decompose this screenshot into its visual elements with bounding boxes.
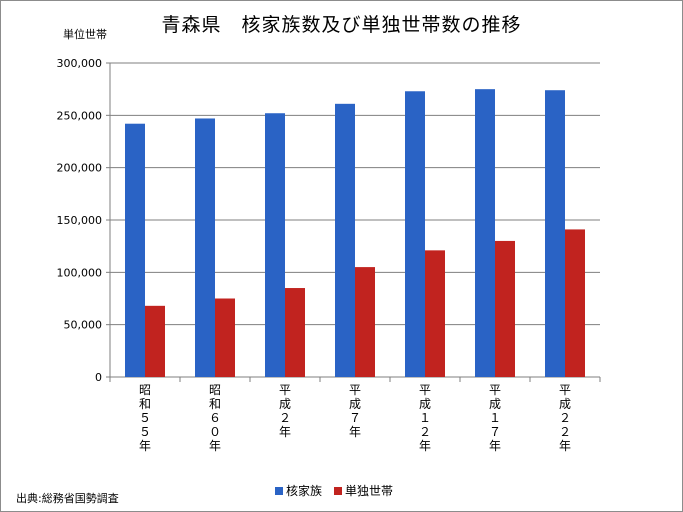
x-tick-label-char: ２ [279,411,291,425]
x-tick-label-char: 昭 [139,383,151,397]
x-tick-label-char: ６ [209,411,221,425]
x-tick-label-char: ２ [559,425,571,439]
x-tick-label-char: 平 [489,383,501,397]
bar-single [495,240,515,377]
legend-item-single: 単独世帯 [334,482,393,499]
x-tick-label-char: 平 [349,383,361,397]
legend-label-single: 単独世帯 [345,484,394,498]
x-tick-label-char: 年 [139,439,151,453]
x-tick-label-char: 平 [419,383,431,397]
bar-nuclear [545,90,565,378]
x-tick-label-char: 年 [209,439,221,453]
bar-single [215,298,235,377]
x-tick-label-char: 年 [279,425,291,439]
chart-title: 青森県 核家族数及び単独世帯数の推移 [161,14,522,36]
y-tick-label: 0 [95,371,102,384]
bar-nuclear [475,89,495,378]
y-tick-label: 250,000 [57,109,103,122]
bar-single [285,288,305,377]
y-tick-label: 50,000 [64,319,103,332]
x-tick-label-char: ２ [559,411,571,425]
x-tick-label-char: 年 [559,439,571,453]
x-tick-label-char: 成 [489,397,501,411]
x-tick-label-char: 年 [349,425,361,439]
x-tick-label-char: ５ [139,411,151,425]
x-tick-label-char: 成 [279,397,291,411]
x-tick-label-char: ５ [139,425,151,439]
y-tick-label: 200,000 [57,162,103,175]
x-tick-label-char: 成 [419,397,431,411]
x-tick-label-char: ７ [349,411,361,425]
x-tick-label-char: ２ [419,425,431,439]
x-tick-label-char: 昭 [209,383,221,397]
legend-label-nuclear: 核家族 [286,484,323,498]
bar-single [355,267,375,377]
bar-nuclear [335,103,355,377]
legend-item-nuclear: 核家族 [275,482,322,499]
x-tick-label-char: 成 [559,397,571,411]
y-tick-label: 150,000 [57,214,103,227]
x-tick-label-char: 和 [139,397,151,411]
source-note: 出典:総務省国勢調査 [16,492,119,505]
y-tick-label: 300,000 [57,57,103,70]
bar-nuclear [265,113,285,378]
bar-single [565,229,585,377]
x-tick-label-char: 和 [209,397,221,411]
bar-nuclear [195,118,215,378]
x-tick-label-char: １ [489,411,501,425]
x-tick-label-char: ７ [489,425,501,439]
bar-single [145,305,165,377]
bar-nuclear [405,91,425,377]
x-tick-label-char: 平 [279,383,291,397]
x-tick-label-char: 年 [419,439,431,453]
bar-nuclear [125,123,145,377]
x-tick-label-char: 平 [559,383,571,397]
x-tick-label-char: 成 [349,397,361,411]
y-tick-label: 100,000 [57,266,103,279]
y-axis-label: 単位世帯 [63,28,107,41]
legend-swatch-nuclear [275,486,283,495]
x-tick-label-char: １ [419,411,431,425]
x-tick-label-char: ０ [209,425,221,439]
x-tick-label-char: 年 [489,439,501,453]
legend-swatch-single [334,486,343,495]
bar-single [425,250,445,377]
legend: 核家族 単独世帯 [275,482,405,499]
